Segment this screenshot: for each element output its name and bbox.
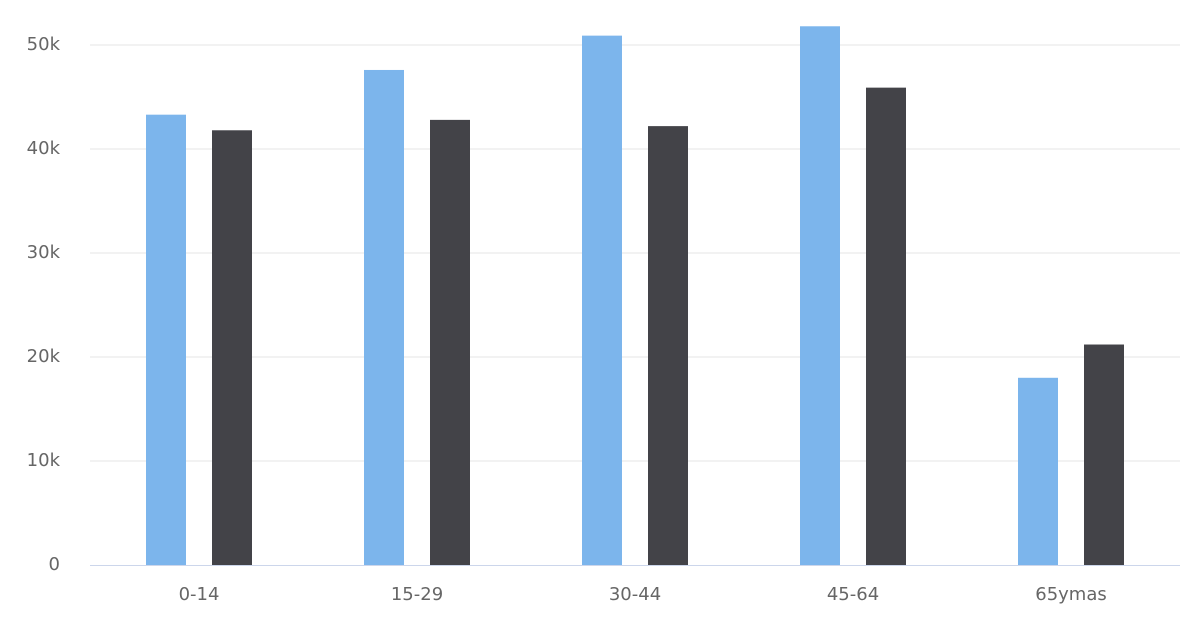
bar (1018, 377, 1058, 565)
y-tick-label: 0 (49, 554, 60, 575)
bar (648, 126, 688, 566)
bar (1084, 344, 1124, 565)
x-tick-label: 30-44 (609, 584, 661, 605)
bar (364, 69, 404, 566)
x-tick-label: 65ymas (1035, 584, 1107, 605)
bar (800, 26, 840, 565)
y-tick-label: 10k (27, 450, 61, 471)
y-tick-label: 40k (27, 138, 61, 159)
x-tick-label: 15-29 (391, 584, 443, 605)
bar (430, 119, 470, 565)
x-tick-label: 45-64 (827, 584, 879, 605)
y-tick-label: 50k (27, 34, 61, 55)
y-tick-label: 30k (27, 242, 61, 263)
x-tick-label: 0-14 (179, 584, 220, 605)
y-tick-label: 20k (27, 346, 61, 367)
bar (146, 114, 186, 566)
bar (212, 130, 252, 565)
bar (866, 87, 906, 565)
bar (582, 35, 622, 565)
